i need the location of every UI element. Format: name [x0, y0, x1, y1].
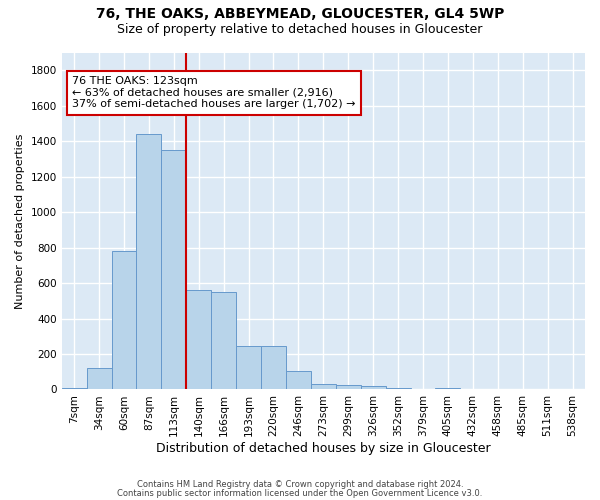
Bar	[286, 371, 311, 390]
Bar	[136, 134, 161, 390]
Text: 76, THE OAKS, ABBEYMEAD, GLOUCESTER, GL4 5WP: 76, THE OAKS, ABBEYMEAD, GLOUCESTER, GL4…	[96, 8, 504, 22]
Bar	[161, 150, 186, 390]
Y-axis label: Number of detached properties: Number of detached properties	[15, 134, 25, 308]
Bar	[336, 385, 361, 390]
Bar	[112, 251, 136, 390]
Bar	[361, 386, 386, 390]
Bar	[436, 388, 460, 390]
Bar	[386, 388, 410, 390]
Bar	[311, 384, 336, 390]
Bar	[211, 292, 236, 390]
Bar	[186, 290, 211, 390]
Text: Contains HM Land Registry data © Crown copyright and database right 2024.: Contains HM Land Registry data © Crown c…	[137, 480, 463, 489]
Text: 76 THE OAKS: 123sqm
← 63% of detached houses are smaller (2,916)
37% of semi-det: 76 THE OAKS: 123sqm ← 63% of detached ho…	[72, 76, 356, 110]
Bar	[261, 346, 286, 390]
X-axis label: Distribution of detached houses by size in Gloucester: Distribution of detached houses by size …	[156, 442, 491, 455]
Bar	[86, 368, 112, 390]
Text: Size of property relative to detached houses in Gloucester: Size of property relative to detached ho…	[118, 22, 482, 36]
Text: Contains public sector information licensed under the Open Government Licence v3: Contains public sector information licen…	[118, 489, 482, 498]
Bar	[62, 388, 86, 390]
Bar	[236, 346, 261, 390]
